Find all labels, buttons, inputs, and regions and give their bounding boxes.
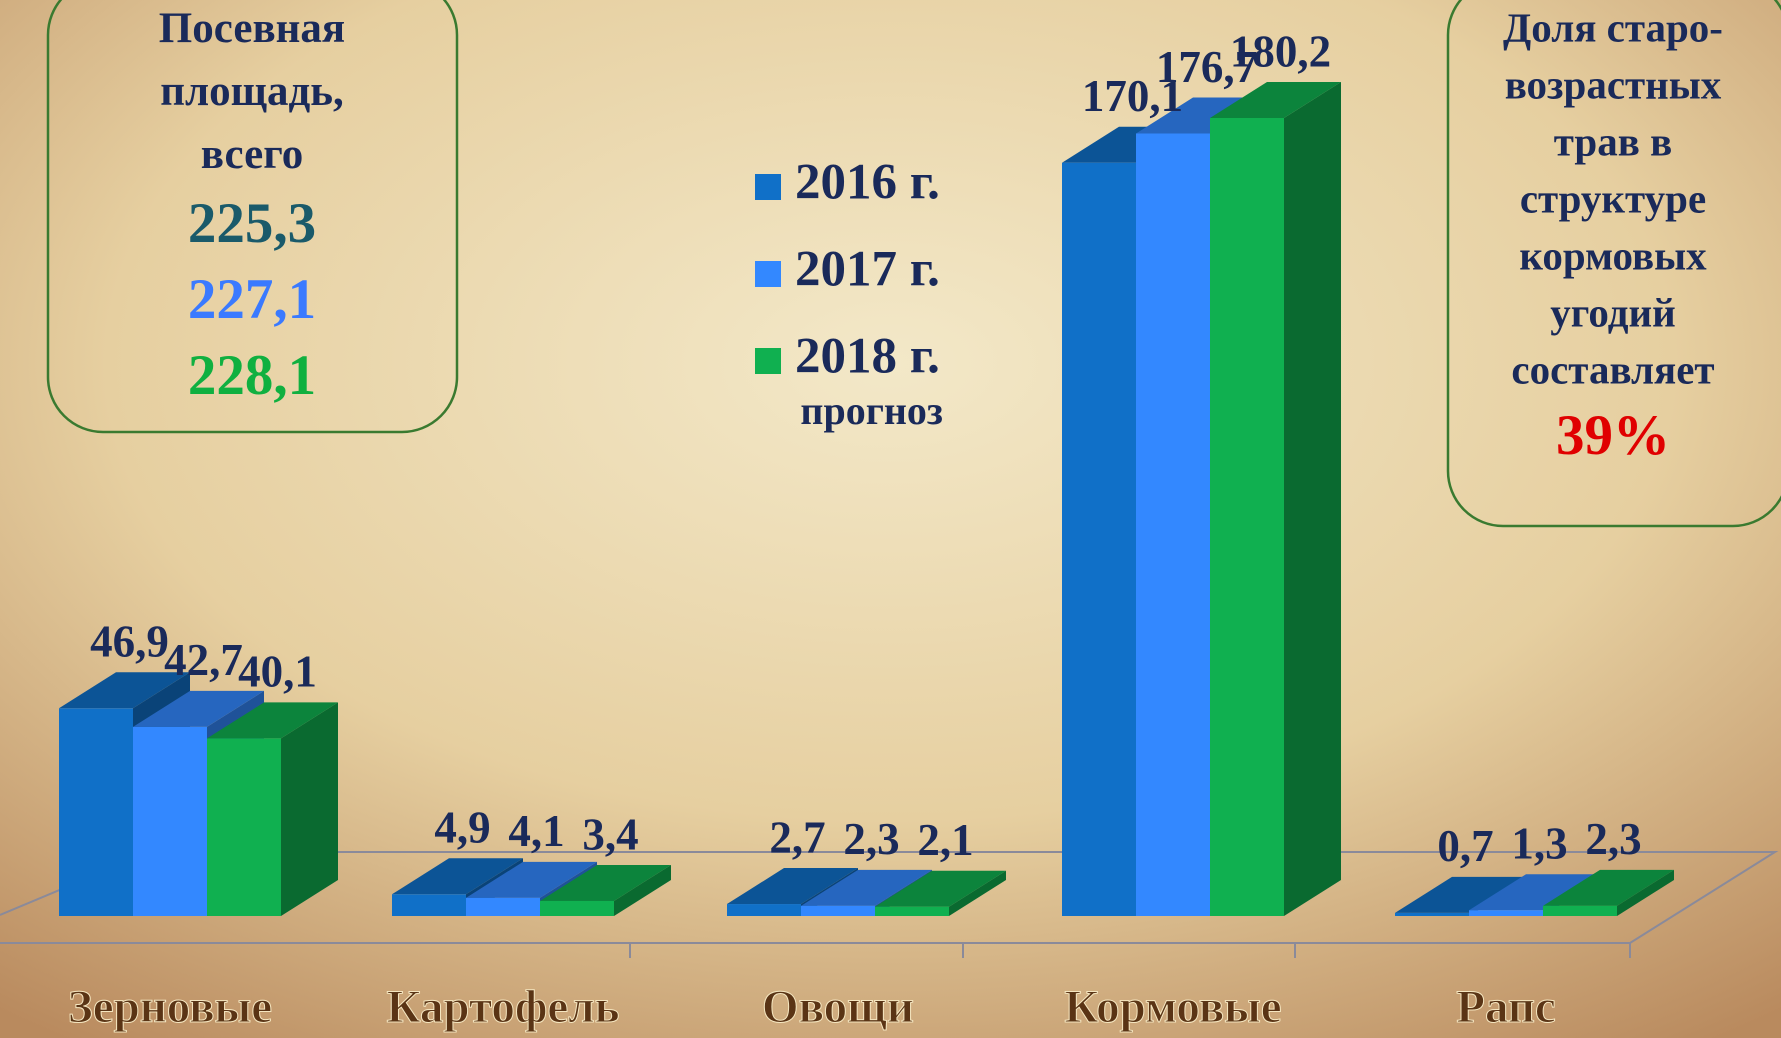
legend-note: прогноз xyxy=(800,388,943,433)
box-total: 225,3 xyxy=(188,192,316,255)
bar xyxy=(466,898,540,916)
box-total: 228,1 xyxy=(188,344,316,407)
bar xyxy=(727,904,801,916)
bar-side xyxy=(281,702,338,916)
value-label: 0,7 xyxy=(1437,821,1493,871)
bar xyxy=(1062,163,1136,916)
x-tick-label: Рапс xyxy=(1456,981,1556,1033)
value-label: 2,7 xyxy=(769,812,825,862)
bar xyxy=(1543,906,1617,916)
bar xyxy=(875,907,949,916)
bar xyxy=(1395,913,1469,916)
value-label: 2,3 xyxy=(1585,814,1641,864)
box-title: кормовых xyxy=(1519,232,1707,278)
box-highlight: 39% xyxy=(1556,404,1670,467)
box-title: всего xyxy=(201,131,303,178)
value-label: 2,1 xyxy=(917,815,973,865)
legend-swatch xyxy=(755,174,781,200)
value-label: 46,9 xyxy=(90,617,169,667)
box-total: 227,1 xyxy=(188,268,316,331)
legend-label: 2016 г. xyxy=(795,155,940,211)
x-tick-label: Кормовые xyxy=(1064,981,1281,1033)
bar xyxy=(1210,118,1284,916)
box-title: структуре xyxy=(1520,175,1706,221)
bar xyxy=(801,906,875,916)
chart: Посевная площадь, всего 225,3 227,1 228,1 Доля… xyxy=(0,0,1781,1038)
x-tick-label: Картофель xyxy=(386,981,619,1033)
value-label: 40,1 xyxy=(238,647,317,697)
bar xyxy=(392,894,466,916)
legend-swatch xyxy=(755,348,781,374)
box-title: трав в xyxy=(1554,118,1672,164)
box-title: Посевная xyxy=(159,5,345,52)
legend-label: 2018 г. xyxy=(795,329,940,385)
box-title: угодий xyxy=(1550,289,1675,335)
bar xyxy=(1136,133,1210,916)
x-tick-label: Овощи xyxy=(762,981,914,1033)
value-label: 42,7 xyxy=(164,635,243,685)
box-title: площадь, xyxy=(160,68,343,115)
bar xyxy=(133,727,207,916)
bar xyxy=(59,708,133,916)
value-label: 3,4 xyxy=(582,809,638,859)
bar-side xyxy=(1284,82,1341,916)
box-title: составляет xyxy=(1511,346,1714,392)
value-label: 2,3 xyxy=(843,814,899,864)
legend-swatch xyxy=(755,261,781,287)
bar xyxy=(207,738,281,916)
value-label: 4,1 xyxy=(508,806,564,856)
box-title: возрастных xyxy=(1505,61,1722,107)
legend-label: 2017 г. xyxy=(795,242,940,298)
bar xyxy=(1469,910,1543,916)
value-label: 180,2 xyxy=(1230,26,1331,76)
value-label: 1,3 xyxy=(1511,819,1567,869)
x-tick-label: Зерновые xyxy=(68,981,272,1033)
box-title: Доля старо- xyxy=(1503,4,1723,50)
bar xyxy=(540,901,614,916)
value-label: 4,9 xyxy=(434,803,490,853)
